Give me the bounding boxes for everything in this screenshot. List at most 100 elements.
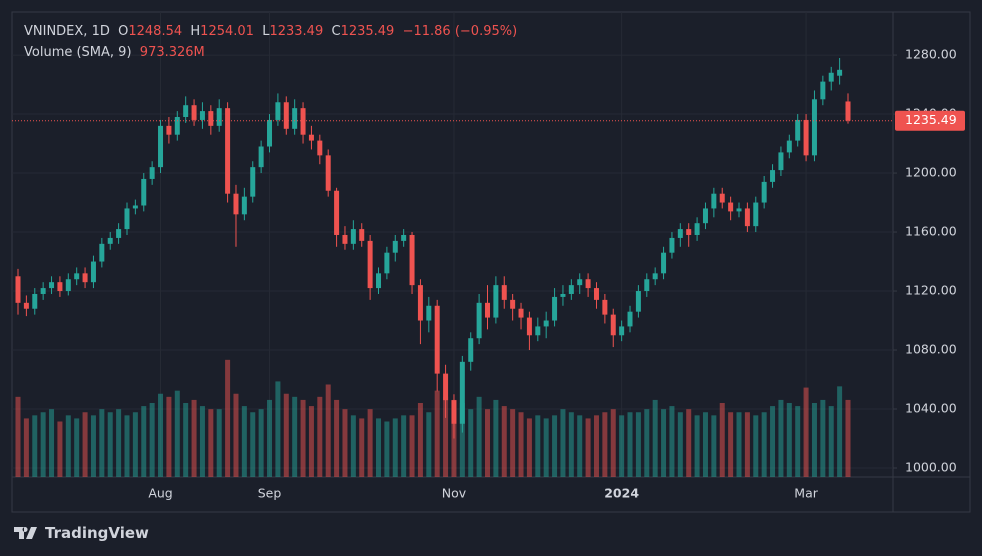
volume-bar: [292, 396, 298, 477]
branding[interactable]: TradingView: [14, 524, 149, 542]
volume-bar: [317, 396, 323, 477]
candle-body: [568, 285, 574, 294]
volume-bar: [283, 393, 289, 477]
volume-bar: [543, 418, 549, 477]
candle-body: [593, 288, 599, 300]
volume-bar: [250, 412, 256, 477]
candle-body: [308, 134, 314, 141]
x-tick-label: Sep: [258, 486, 282, 501]
volume-bar: [116, 409, 122, 477]
candle-body: [267, 119, 273, 147]
volume-bar: [568, 412, 574, 477]
candle-body: [837, 69, 843, 76]
candle-body: [493, 285, 499, 318]
candle-body: [258, 146, 264, 168]
last-price-label: 1235.49: [905, 112, 957, 127]
candle-body: [426, 305, 432, 321]
volume-bar: [15, 396, 21, 477]
volume-bar: [325, 384, 331, 477]
volume-bar: [141, 406, 147, 477]
candle-body: [535, 326, 541, 336]
o-label: O: [118, 24, 129, 39]
candle-body: [552, 296, 558, 321]
volume-bar: [661, 409, 667, 477]
candle-body: [577, 279, 583, 286]
candle-body: [216, 108, 222, 126]
candle-body: [32, 293, 38, 309]
volume-bar: [384, 421, 390, 477]
candle-body: [65, 279, 71, 292]
candle-body: [23, 302, 29, 309]
volume-bar: [300, 399, 306, 477]
volume-bar: [761, 412, 767, 477]
candle-body: [828, 72, 834, 82]
x-tick-label: Mar: [794, 486, 818, 501]
volume-bar: [216, 409, 222, 477]
candle-body: [250, 167, 256, 197]
candle-body: [199, 111, 205, 120]
volume-bar: [686, 409, 692, 477]
candle-body: [82, 273, 88, 283]
candle-body: [585, 279, 591, 289]
candle-body: [116, 229, 122, 238]
volume-bar: [669, 406, 675, 477]
volume-bar: [602, 412, 608, 477]
volume-bar: [627, 412, 633, 477]
h-value: 1254.01: [200, 24, 254, 39]
volume-bar: [560, 409, 566, 477]
volume-title: Volume (SMA, 9): [24, 45, 132, 60]
candle-body: [820, 81, 826, 100]
volume-bar: [49, 409, 55, 477]
y-tick-label: 1120.00: [905, 283, 957, 298]
volume-bar: [23, 418, 29, 477]
candle-body: [300, 108, 306, 135]
candle-body: [376, 273, 382, 289]
candle-body: [526, 317, 532, 336]
volume-bar: [124, 415, 130, 477]
volume-bar: [241, 406, 247, 477]
candle-body: [49, 282, 55, 289]
candle-body: [275, 102, 281, 120]
candle-body: [702, 208, 708, 224]
volume-bar: [468, 409, 474, 477]
candle-body: [610, 314, 616, 336]
candle-body: [619, 326, 625, 336]
volume-bar: [334, 399, 340, 477]
candle-body: [283, 102, 289, 129]
volume-bar: [811, 403, 817, 477]
volume-bar: [753, 415, 759, 477]
volume-bar: [233, 393, 239, 477]
volume-bar: [90, 415, 96, 477]
candle-body: [627, 311, 633, 327]
volume-bar: [275, 381, 281, 477]
volume-bar: [376, 418, 382, 477]
volume-bar: [552, 415, 558, 477]
candle-body: [359, 229, 365, 241]
y-tick-label: 1040.00: [905, 401, 957, 416]
candle-body: [694, 223, 700, 235]
y-tick-label: 1200.00: [905, 165, 957, 180]
volume-bar: [786, 403, 792, 477]
candle-body: [57, 282, 63, 292]
volume-bar: [845, 399, 851, 477]
volume-bar: [199, 406, 205, 477]
volume-bar: [518, 412, 524, 477]
x-tick-label: 2024: [604, 486, 639, 501]
volume-bar: [770, 406, 776, 477]
candle-body: [166, 125, 172, 135]
volume-bar: [702, 412, 708, 477]
volume-bar: [208, 409, 214, 477]
volume-bar: [677, 412, 683, 477]
candle-body: [107, 237, 113, 244]
volume-bar: [719, 403, 725, 477]
candle-body: [652, 273, 658, 280]
candle-body: [141, 178, 147, 206]
volume-bar: [166, 396, 172, 477]
volume-bar: [635, 412, 641, 477]
volume-bar: [267, 399, 273, 477]
o-value: 1248.54: [128, 24, 183, 39]
volume-bar: [593, 415, 599, 477]
candle-body: [325, 155, 331, 191]
x-tick-label: Aug: [148, 486, 172, 501]
